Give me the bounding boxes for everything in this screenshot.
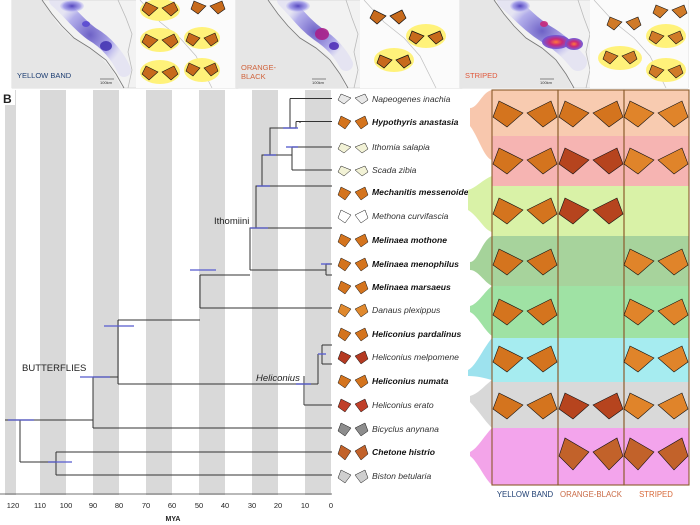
morph-grid-cells xyxy=(492,90,689,485)
time-axis: 120 110 100 90 80 70 60 50 40 30 20 10 0… xyxy=(0,493,333,523)
axis-tick-40: 40 xyxy=(221,501,229,510)
axis-tick-10: 10 xyxy=(301,501,309,510)
map-scale-yellow-band: 100km xyxy=(100,80,113,85)
axis-tick-110: 110 xyxy=(34,501,46,510)
species-label: Melinaea menophilus xyxy=(372,259,459,269)
map-scale-orange-black: 100km xyxy=(312,80,325,85)
axis-tick-50: 50 xyxy=(195,501,203,510)
axis-tick-30: 30 xyxy=(248,501,256,510)
axis-tick-20: 20 xyxy=(274,501,282,510)
column-label-striped: STRIPED xyxy=(639,490,673,499)
map-butterfly-icons-orange-black xyxy=(369,9,444,69)
species-labels: Napeogenes inachia Hypothyris anastasia … xyxy=(372,94,473,481)
map-label-orange-black-line1: ORANGE- xyxy=(241,63,277,72)
axis-tick-80: 80 xyxy=(115,501,123,510)
species-label: Bicyclus anynana xyxy=(372,424,439,434)
column-label-yellow-band: YELLOW BAND xyxy=(497,490,554,499)
axis-title: MYA xyxy=(166,516,181,523)
map-butterfly-icons-striped xyxy=(602,4,688,79)
map-panel-striped: STRIPED 100km xyxy=(459,0,689,89)
axis-tick-90: 90 xyxy=(89,501,97,510)
panel-letter-b: B xyxy=(3,92,12,106)
species-label: Biston betularia xyxy=(372,471,431,481)
species-label: Hypothyris anastasia xyxy=(372,117,459,127)
map-label-yellow-band: YELLOW BAND xyxy=(17,71,72,80)
clade-label-butterflies: BUTTERFLIES xyxy=(22,363,86,374)
species-label: Heliconius numata xyxy=(372,376,449,386)
species-label: Napeogenes inachia xyxy=(372,94,451,104)
species-label: Melinaea marsaeus xyxy=(372,282,451,292)
map-butterfly-icons-yellow-band xyxy=(141,0,226,81)
species-label: Heliconius melpomene xyxy=(372,352,459,362)
species-label: Scada zibia xyxy=(372,165,417,175)
map-scale-striped: 100km xyxy=(540,80,553,85)
map-label-orange-black-line2: BLACK xyxy=(241,72,266,81)
morph-butterflies xyxy=(492,100,689,471)
clade-label-heliconius: Heliconius xyxy=(256,373,300,384)
species-label: Methona curvifascia xyxy=(372,211,449,221)
axis-tick-120: 120 xyxy=(7,501,20,510)
species-label: Chetone histrio xyxy=(372,447,435,457)
clade-label-ithomiini: Ithomiini xyxy=(214,216,249,227)
node-age-bars xyxy=(8,127,330,463)
species-label: Melinaea mothone xyxy=(372,235,447,245)
column-label-orange-black: ORANGE-BLACK xyxy=(560,490,623,499)
map-panel-yellow-band: YELLOW BAND 100km xyxy=(11,0,239,89)
species-label: Heliconius pardalinus xyxy=(372,329,462,339)
species-label: Ithomia salapia xyxy=(372,142,430,152)
timeline-background xyxy=(0,90,332,495)
species-icons xyxy=(337,93,369,484)
species-label: Heliconius erato xyxy=(372,400,434,410)
axis-tick-60: 60 xyxy=(168,501,176,510)
morph-grid-frames xyxy=(491,89,690,486)
species-label: Danaus plexippus xyxy=(372,305,441,315)
map-label-striped: STRIPED xyxy=(465,71,498,80)
morph-grid-fans xyxy=(468,90,492,485)
map-panel-orange-black: ORANGE- BLACK 100km xyxy=(235,0,463,89)
species-label: Mechanitis messenoides xyxy=(372,187,473,197)
axis-tick-70: 70 xyxy=(142,501,150,510)
axis-tick-0: 0 xyxy=(329,501,333,510)
axis-tick-100: 100 xyxy=(60,501,73,510)
map-label-orange-black: ORANGE- BLACK xyxy=(241,63,278,81)
